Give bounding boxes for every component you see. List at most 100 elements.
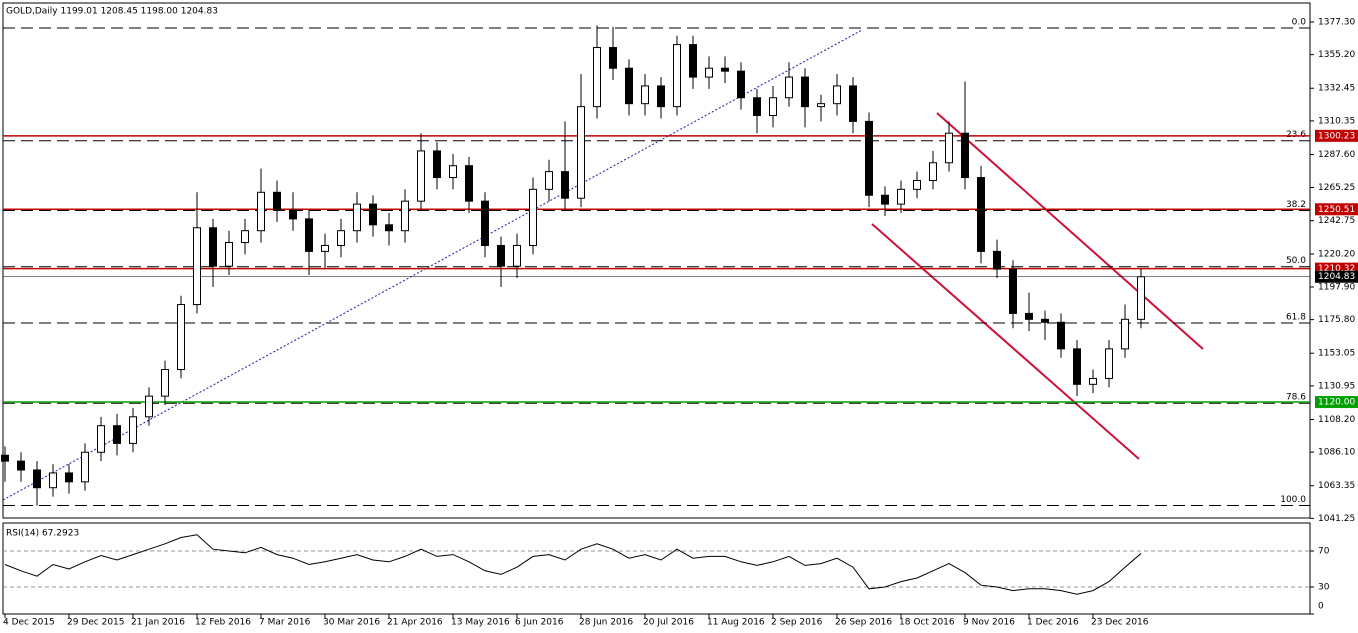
candle-body [913,179,921,190]
candle-body [705,67,713,78]
candle-body [593,47,601,108]
y-tick-label: 1332.45 [1318,84,1355,94]
y-tick-label: 1175.80 [1318,315,1355,325]
candle-body [273,191,281,211]
candle-body [81,451,89,483]
candle-body [1105,348,1113,379]
price-tag-label: 1120.00 [1318,398,1355,408]
channel-upper [936,112,1204,350]
candle-body [449,165,457,179]
x-tick-label: 23 Dec 2016 [1091,618,1149,628]
y-tick-label: 1197.90 [1318,282,1355,292]
candle-body [801,76,809,108]
y-tick-label: 1130.95 [1318,381,1355,391]
candle-body [225,242,233,267]
candle-body [33,469,41,489]
candle-body [465,165,473,202]
candle-body [545,171,553,190]
rsi-title: RSI(14) 67.2923 [6,529,79,539]
x-tick-label: 11 Aug 2016 [707,618,765,628]
candle-body [881,194,889,205]
candle-body [657,85,665,108]
candle-body [1121,318,1129,350]
candle-body [945,132,953,164]
candle-body [129,416,137,444]
candle-body [257,191,265,232]
candle-body [177,304,185,371]
y-tick-label: 1086.10 [1318,448,1355,458]
candle-body [1057,321,1065,350]
x-tick-label: 6 Jun 2016 [515,618,564,628]
price-tag-label: 1300.23 [1318,131,1355,141]
candle-body [737,70,745,99]
candle-body [417,150,425,202]
candle-body [977,177,985,252]
price-tag-label: 1204.83 [1318,272,1355,282]
y-tick-label: 1041.25 [1318,514,1355,524]
candle-body [577,106,585,199]
y-tick-label: 1242.75 [1318,216,1355,226]
candle-body [209,227,217,267]
candle-body [1073,348,1081,385]
x-tick-label: 4 Dec 2015 [3,618,55,628]
y-tick-label: 1355.20 [1318,50,1355,60]
candle-body [193,227,201,306]
candle-body [289,209,297,220]
price-tag-label: 1210.32 [1318,264,1355,274]
candle-body [241,230,249,244]
candle-body [17,460,25,471]
fib-label: 38.2 [1286,200,1306,210]
candle-body [1089,377,1097,385]
x-tick-label: 7 Mar 2016 [259,618,311,628]
y-tick-label: 0 [1318,602,1324,612]
candle-body [305,218,313,252]
candle-body [433,150,441,179]
candle-body [849,85,857,122]
candle-body [753,97,761,116]
fib-label: 61.8 [1286,313,1306,323]
candle-body [641,85,649,105]
candle-body [497,244,505,267]
fib-label: 50.0 [1286,256,1306,266]
x-tick-label: 13 May 2016 [451,618,510,628]
candle-body [369,203,377,226]
x-tick-label: 18 Oct 2016 [899,618,955,628]
candle-body [481,200,489,246]
candle-body [897,188,905,205]
x-tick-label: 26 Sep 2016 [835,618,892,628]
candle-body [529,188,537,246]
price-tag [1315,396,1358,409]
y-tick-label: 70 [1318,547,1330,557]
y-tick-label: 1108.20 [1318,415,1355,425]
y-tick-label: 1220.20 [1318,250,1355,260]
candle-body [385,224,393,232]
candle-body [609,47,617,69]
trend-line [2,29,863,501]
fib-label: 0.0 [1292,18,1307,28]
x-tick-label: 2 Sep 2016 [771,618,823,628]
x-tick-label: 28 Jun 2016 [579,618,633,628]
candle-body [689,44,697,78]
candle-body [929,162,937,181]
candle-body [785,76,793,99]
y-tick-label: 1287.60 [1318,150,1355,160]
candle-body [321,244,329,252]
candle-body [865,120,873,196]
candle-body [1041,318,1049,323]
y-tick-label: 1377.30 [1318,17,1355,27]
candle-body [353,203,361,232]
chart-title: GOLD,Daily 1199.01 1208.45 1198.00 1204.… [6,7,218,17]
y-tick-label: 1265.25 [1318,183,1355,193]
price-tag-label: 1250.51 [1318,205,1355,215]
candle-body [961,132,969,179]
candle-body [161,369,169,397]
candle-body [769,97,777,116]
rsi-panel [2,522,1311,615]
rsi-line [4,534,1142,595]
candle-body [673,44,681,108]
candle-body [817,103,825,108]
candle-body [625,67,633,105]
price-tag [1315,203,1358,216]
candle-body [1009,268,1017,314]
candle-body [993,250,1001,270]
